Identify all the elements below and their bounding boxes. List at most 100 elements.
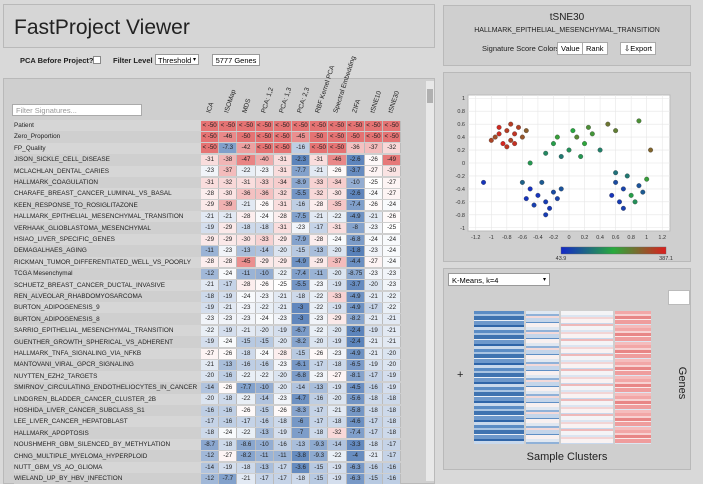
score-cell: -20 bbox=[364, 280, 383, 291]
score-cell: < -50 bbox=[310, 120, 329, 131]
score-cell: -18 bbox=[201, 428, 220, 439]
scatter-point bbox=[554, 134, 560, 140]
app-title: FastProject Viewer bbox=[14, 16, 190, 39]
scatter-point bbox=[578, 154, 584, 159]
score-cell: -33 bbox=[310, 177, 329, 188]
score-cell: -4.7 bbox=[292, 394, 311, 405]
score-cell: -26 bbox=[219, 348, 238, 359]
export-button[interactable]: ⇩Export bbox=[620, 42, 656, 55]
score-cell: -1.8 bbox=[346, 245, 365, 256]
score-cell: < -50 bbox=[219, 120, 238, 131]
pca-checkbox[interactable] bbox=[93, 56, 101, 64]
signature-name: BURTON_ADIPOGENESIS_9 bbox=[14, 302, 202, 314]
score-cell: -21 bbox=[383, 314, 402, 325]
value-button[interactable]: Value bbox=[557, 42, 584, 55]
scrollbar-thumb[interactable] bbox=[427, 89, 433, 103]
score-cell: -33 bbox=[255, 234, 274, 245]
y-tick-label: 0 bbox=[462, 161, 465, 167]
score-cell: -18 bbox=[328, 359, 347, 370]
scatter-point bbox=[648, 147, 654, 153]
score-cell: -21 bbox=[364, 314, 383, 325]
score-cell: -42 bbox=[237, 143, 256, 154]
score-cell: -16 bbox=[219, 405, 238, 416]
score-cell: -22 bbox=[237, 371, 256, 382]
score-cell: -21 bbox=[364, 337, 383, 348]
y-tick-label: 0.6 bbox=[457, 122, 465, 128]
score-cell: -26 bbox=[273, 405, 292, 416]
score-cell: -3 bbox=[292, 314, 311, 325]
score-cell: -29 bbox=[273, 257, 292, 268]
score-cell: -23 bbox=[364, 245, 383, 256]
projection-title: tSNE30 bbox=[549, 12, 585, 23]
x-tick-label: -0.2 bbox=[549, 235, 558, 241]
rank-button[interactable]: Rank bbox=[582, 42, 608, 55]
signature-name: LINDGREN_BLADDER_CANCER_CLUSTER_2B bbox=[14, 393, 202, 405]
score-cell: -14 bbox=[255, 245, 274, 256]
score-cell: -7.4 bbox=[346, 428, 365, 439]
cluster-select[interactable]: K-Means, k=4 ▾ bbox=[448, 273, 550, 286]
pca-label: PCA Before Project? bbox=[20, 56, 94, 65]
filter-select[interactable]: Threshold ▾ bbox=[155, 54, 199, 65]
score-cell: < -50 bbox=[328, 120, 347, 131]
score-cell: -21 bbox=[364, 291, 383, 302]
select-arrow: ▾ bbox=[192, 57, 196, 63]
score-cell: -18 bbox=[364, 394, 383, 405]
score-cell: -14 bbox=[201, 462, 220, 473]
score-cell: -16 bbox=[219, 416, 238, 427]
score-cell: -17 bbox=[255, 473, 274, 484]
scatter-point bbox=[543, 150, 549, 156]
expand-plus[interactable]: + bbox=[457, 369, 464, 381]
score-cell: -28 bbox=[310, 234, 329, 245]
score-cell: -16 bbox=[273, 439, 292, 450]
score-cell: -21 bbox=[273, 291, 292, 302]
score-cell: -36 bbox=[346, 143, 365, 154]
score-cell: -4.9 bbox=[346, 348, 365, 359]
scrollbar[interactable] bbox=[426, 81, 434, 481]
score-cell: -4.9 bbox=[346, 291, 365, 302]
score-cell: -14 bbox=[292, 382, 311, 393]
score-cell: -16 bbox=[219, 371, 238, 382]
column-header: ZIFA bbox=[350, 98, 362, 114]
score-cell: -10 bbox=[255, 382, 274, 393]
signature-name: HALLMARK_TNFA_SIGNALING_VIA_NFKB bbox=[14, 348, 202, 359]
score-cell: -16 bbox=[364, 462, 383, 473]
score-cell: -20 bbox=[273, 337, 292, 348]
score-cell: -26 bbox=[364, 154, 383, 165]
signature-name: KEEN_RESPONSE_TO_ROSIGLITAZONE bbox=[14, 199, 202, 211]
score-cell: -17 bbox=[383, 451, 402, 462]
score-cell: -22 bbox=[237, 166, 256, 177]
header-panel: FastProject Viewer bbox=[3, 4, 435, 48]
score-cell: -29 bbox=[201, 234, 220, 245]
colors-label: Signature Score Colors: bbox=[482, 44, 562, 53]
scatter-point bbox=[632, 199, 638, 205]
score-cell: -6.8 bbox=[346, 234, 365, 245]
scatter-chart: -1 -0.8 -0.6 -0.4 -0.2 0 0.2 0.4 0.6 0.8 1 -1.2 -1 -0… bbox=[456, 94, 673, 262]
score-cell: -17 bbox=[237, 416, 256, 427]
score-cell: -20 bbox=[273, 245, 292, 256]
filter-input[interactable]: Filter Signatures... bbox=[12, 104, 142, 116]
score-cell: -2.4 bbox=[346, 337, 365, 348]
score-cell: -36 bbox=[237, 188, 256, 199]
score-cell: -5.5 bbox=[292, 188, 311, 199]
score-cell: -21 bbox=[219, 302, 238, 313]
signature-name: SMIRNOV_CIRCULATING_ENDOTHELIOCYTES_IN_C… bbox=[14, 382, 202, 394]
score-cell: -16 bbox=[292, 200, 311, 211]
score-cell: < -50 bbox=[292, 120, 311, 131]
scatter-point bbox=[613, 179, 619, 185]
score-cell: -24 bbox=[255, 348, 274, 359]
scatter-point bbox=[512, 131, 518, 137]
signature-name: Zero_Proportion bbox=[14, 131, 202, 143]
scatter-point bbox=[605, 121, 611, 127]
legend-box bbox=[668, 290, 690, 305]
score-cell: -19 bbox=[219, 291, 238, 302]
score-cell: -21 bbox=[310, 166, 329, 177]
score-cell: < -50 bbox=[310, 143, 329, 154]
score-cell: -6 bbox=[292, 416, 311, 427]
score-cell: -19 bbox=[328, 462, 347, 473]
score-cell: -37 bbox=[219, 166, 238, 177]
scatter-point bbox=[492, 134, 498, 140]
scatter-point bbox=[574, 134, 580, 140]
score-cell: -6.3 bbox=[346, 462, 365, 473]
score-cell: < -50 bbox=[273, 131, 292, 142]
score-cell: -46 bbox=[219, 131, 238, 142]
